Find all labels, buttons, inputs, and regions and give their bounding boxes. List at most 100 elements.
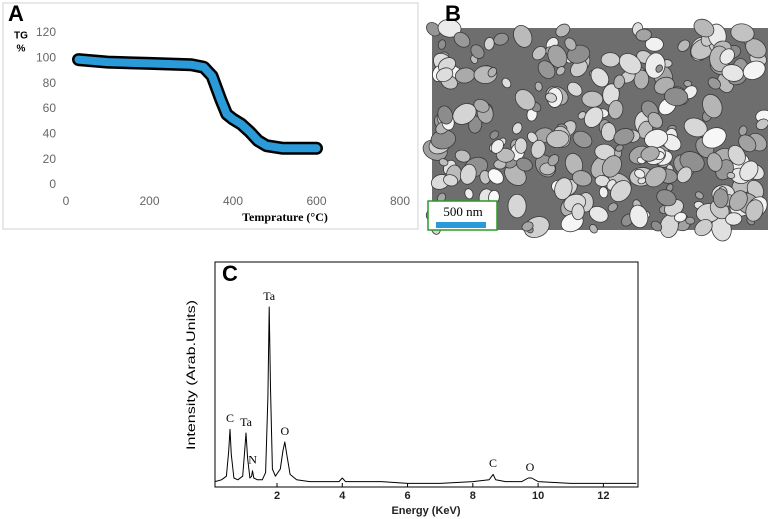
x-tick-label: 800 xyxy=(390,194,410,208)
grain xyxy=(694,191,704,200)
x-tick-label: 600 xyxy=(306,194,326,208)
grain xyxy=(618,53,642,75)
grain xyxy=(742,60,766,80)
grain xyxy=(655,64,663,73)
x-tick-label: 400 xyxy=(223,194,243,208)
x-tick-label: 6 xyxy=(404,490,410,502)
y-axis-label: Intensity (Arab.Units) xyxy=(184,300,198,450)
grain xyxy=(713,188,729,209)
grain xyxy=(615,144,624,152)
panel-c-frame xyxy=(214,261,639,488)
grain xyxy=(727,145,746,166)
grain xyxy=(532,46,547,61)
grain xyxy=(607,202,618,212)
grain xyxy=(589,224,598,234)
peak-label: Ta xyxy=(263,289,275,303)
grain xyxy=(634,168,646,179)
grain xyxy=(645,166,667,188)
grain xyxy=(598,186,609,199)
x-tick-label: 12 xyxy=(597,490,609,502)
grain xyxy=(571,203,585,221)
panel-label: C xyxy=(222,261,238,286)
grain xyxy=(473,98,490,113)
grain xyxy=(644,129,669,149)
grain xyxy=(567,81,583,97)
y-tick-label: 80 xyxy=(43,76,57,90)
grain xyxy=(635,28,652,42)
x-tick-label: 10 xyxy=(532,490,544,502)
grain xyxy=(707,77,721,90)
grain xyxy=(453,31,471,48)
grain xyxy=(683,80,693,88)
grain xyxy=(726,172,736,179)
grain xyxy=(656,189,677,207)
grain xyxy=(507,193,527,219)
grain xyxy=(745,199,764,222)
grain xyxy=(437,19,462,38)
peak-label: N xyxy=(248,453,257,467)
grain xyxy=(581,90,604,108)
grain xyxy=(534,81,543,92)
grain xyxy=(438,158,449,167)
x-axis-label: Temprature (°C) xyxy=(242,210,328,224)
panel-label: A xyxy=(8,1,24,26)
grain xyxy=(470,44,485,59)
grain xyxy=(644,36,664,52)
grain xyxy=(493,32,509,46)
grain xyxy=(572,170,593,187)
peak-label: C xyxy=(226,411,234,425)
grain xyxy=(555,66,566,76)
grain xyxy=(674,212,687,223)
grain xyxy=(501,77,512,89)
grain xyxy=(685,216,696,225)
y-tick-label: 120 xyxy=(36,25,56,39)
peak-label: Ta xyxy=(240,415,252,429)
sem-texture xyxy=(422,18,768,242)
grain xyxy=(693,18,715,38)
grain xyxy=(436,67,454,83)
grain xyxy=(610,180,632,203)
grain xyxy=(459,163,477,185)
grain xyxy=(647,111,663,129)
grain xyxy=(608,100,624,120)
grain xyxy=(464,188,474,200)
grain xyxy=(719,48,735,65)
grain xyxy=(426,22,441,37)
grain xyxy=(650,220,663,232)
y-tick-label: 40 xyxy=(43,127,57,141)
grain xyxy=(730,23,755,43)
grain xyxy=(487,168,504,185)
grain xyxy=(694,219,713,237)
data-line xyxy=(74,55,321,153)
grain xyxy=(629,204,649,229)
grain xyxy=(513,25,533,48)
grain xyxy=(530,139,546,159)
grain xyxy=(640,146,660,162)
x-tick-label: 0 xyxy=(63,194,70,208)
grain xyxy=(547,154,560,167)
grain xyxy=(721,64,744,82)
grain xyxy=(516,157,533,172)
grain xyxy=(588,205,609,223)
y-tick-label: 20 xyxy=(43,152,57,166)
grain xyxy=(521,221,534,232)
y-axis-label: TG xyxy=(14,31,28,42)
grain xyxy=(545,92,557,103)
data-line xyxy=(214,306,637,484)
grain xyxy=(554,177,573,201)
x-tick-label: 200 xyxy=(139,194,159,208)
grain xyxy=(555,23,571,38)
grain xyxy=(590,67,610,88)
scale-bar-label: 500 nm xyxy=(443,204,482,219)
grain xyxy=(443,174,459,187)
x-tick-label: 4 xyxy=(339,490,346,502)
x-tick-label: 8 xyxy=(470,490,476,502)
grain xyxy=(437,105,454,125)
grain xyxy=(487,67,498,78)
grain xyxy=(512,122,523,135)
grain xyxy=(677,39,691,52)
grain xyxy=(725,212,743,226)
y-tick-label: 0 xyxy=(49,177,56,191)
scale-bar xyxy=(436,222,486,228)
